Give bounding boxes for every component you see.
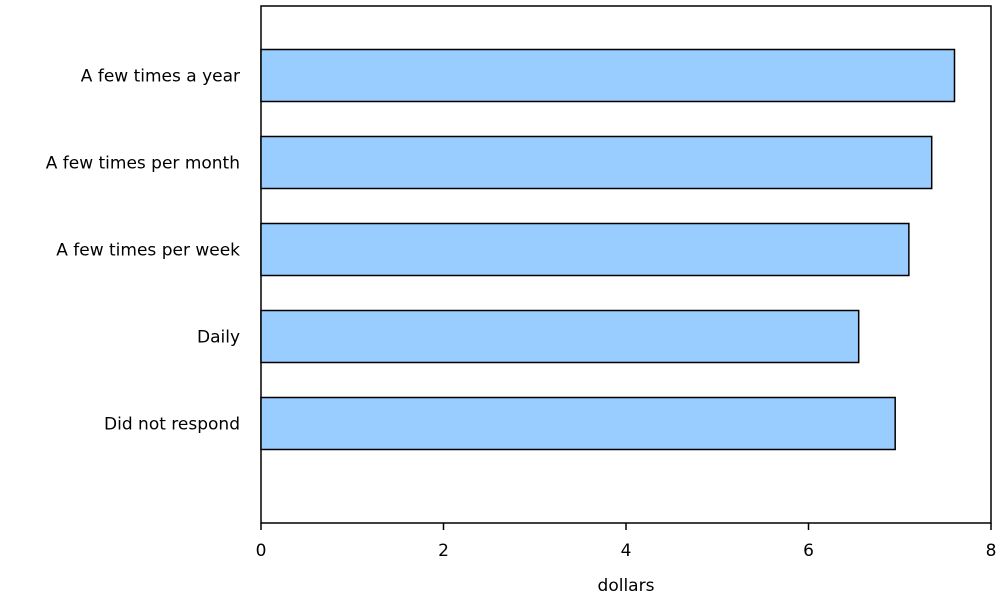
bars-group <box>260 48 956 451</box>
x-tick-label: 6 <box>803 541 814 561</box>
category-label: Daily <box>197 328 240 348</box>
category-label: A few times a year <box>81 67 240 87</box>
category-label: A few times per week <box>56 241 240 261</box>
x-axis-title: dollars <box>598 576 655 596</box>
x-tick-label: 0 <box>256 541 267 561</box>
bar-a-few-times-per-month <box>260 135 933 190</box>
x-tick-label: 2 <box>438 541 449 561</box>
bar-a-few-times-a-year <box>260 48 956 103</box>
x-tick-label: 8 <box>986 541 997 561</box>
x-axis-ticks: 0 2 4 6 8 <box>256 523 997 561</box>
bar-did-not-respond <box>260 396 896 451</box>
category-label: Did not respond <box>104 415 240 435</box>
category-label: A few times per month <box>46 154 240 174</box>
category-labels: A few times a year A few times per month A… <box>46 67 240 435</box>
x-tick-label: 4 <box>621 541 632 561</box>
bar-daily <box>260 309 860 364</box>
bar-a-few-times-per-week <box>260 222 910 277</box>
